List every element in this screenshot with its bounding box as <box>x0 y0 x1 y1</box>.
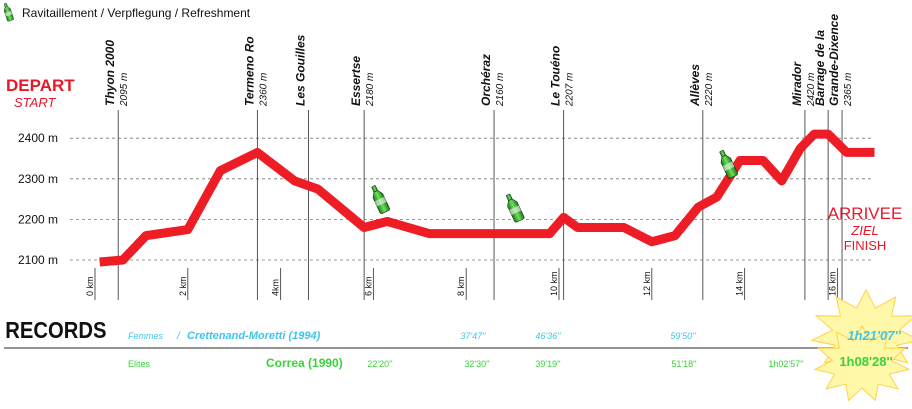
place-label: Les Gouilles <box>293 34 307 106</box>
depart-subtitle: START <box>14 95 56 110</box>
km-tick-label-wrap: 2 km <box>178 276 188 296</box>
km-tick-label: 10 km <box>549 271 559 296</box>
km-tick-label: 14 km <box>735 271 745 296</box>
women-final-time: 1h21'07'' <box>847 328 901 343</box>
women-split-2: 46'36'' <box>535 331 560 341</box>
place-name: Orchéraz <box>479 54 493 106</box>
place-name: Mirador <box>790 61 804 106</box>
place-name: Allèves <box>688 64 702 107</box>
y-tick-label: 2100 m <box>18 253 58 267</box>
elevation-series <box>100 134 875 262</box>
elites-final-time: 1h08'28'' <box>839 354 892 369</box>
arrivee-title: ARRIVEE <box>828 204 903 223</box>
elites-label: Elites <box>128 359 151 369</box>
km-tick-label-wrap: 0 km <box>85 276 95 296</box>
place-altitude: 2180 m <box>365 73 376 107</box>
women-separator: / <box>176 331 181 342</box>
km-tick-label-wrap: 8 km <box>456 276 466 296</box>
km-tick-label-wrap: 12 km <box>642 271 652 296</box>
place-name: Essertse <box>349 56 363 106</box>
km-tick-label: 4km <box>271 279 281 296</box>
y-axis: 2100 m 2200 m 2300 m 2400 m <box>18 131 58 267</box>
x-axis: 0 km 2 km 4km 6 km 8 km 10 km 12 km 14 km 16 km <box>85 268 837 300</box>
women-split-1: 37'47'' <box>460 331 485 341</box>
km-tick-label: 6 km <box>363 276 373 296</box>
legend-label: Ravitaillement / Verpflegung / Refreshme… <box>22 6 251 20</box>
elevation-line <box>100 134 875 262</box>
refreshment-bottle-icon <box>503 192 525 222</box>
km-tick-label-wrap: 10 km <box>549 271 559 296</box>
km-tick-label: 16 km <box>827 271 837 296</box>
bottle-icon <box>2 2 14 21</box>
place-name: Le Touéno <box>549 46 563 106</box>
place-altitude: 2220 m <box>704 73 715 107</box>
place-altitude: 2160 m <box>495 73 506 107</box>
km-tick-label-wrap: 16 km <box>827 271 837 296</box>
km-tick-label-wrap: 14 km <box>735 271 745 296</box>
elites-split-5: 1h02'57'' <box>768 359 803 369</box>
km-tick-label: 2 km <box>178 276 188 296</box>
elites-split-2: 32'30'' <box>464 359 489 369</box>
place-name: Les Gouilles <box>293 34 307 106</box>
y-tick-label: 2400 m <box>18 131 58 145</box>
km-tick-label: 0 km <box>85 276 95 296</box>
place-name: Barrage de la <box>813 30 827 106</box>
depart-title: DEPART <box>6 76 75 95</box>
km-tick-label-wrap: 6 km <box>363 276 373 296</box>
women-split-3: 59'50'' <box>670 331 695 341</box>
elites-split-1: 22'20'' <box>367 359 392 369</box>
refreshment-bottle-icon <box>369 184 391 214</box>
place-altitude: 2207 m <box>565 73 576 107</box>
women-label: Femmes <box>128 331 164 341</box>
arrivee-finish: FINISH <box>844 238 887 253</box>
women-holder: Crettenand-Moretti (1994) <box>187 330 321 342</box>
km-tick-label-wrap: 4km <box>271 279 281 296</box>
records-section: RECORDS Femmes / Crettenand-Moretti (199… <box>4 290 912 401</box>
place-name: Termeno Ro <box>242 36 256 106</box>
km-tick-label: 12 km <box>642 271 652 296</box>
place-altitude: 2095 m <box>119 73 130 107</box>
km-tick-label: 8 km <box>456 276 466 296</box>
elites-split-4: 51'18'' <box>671 359 696 369</box>
place-altitude: 2365 m <box>843 73 854 107</box>
legend: Ravitaillement / Verpflegung / Refreshme… <box>2 2 251 21</box>
records-title: RECORDS <box>5 317 106 344</box>
arrivee-ziel: ZIEL <box>850 223 878 238</box>
place-name: Thyon 2000 <box>103 40 117 106</box>
elites-split-3: 39'19'' <box>535 359 560 369</box>
place-name: Grande-Dixence <box>827 14 841 106</box>
y-tick-label: 2200 m <box>18 212 58 226</box>
place-label: Barrage de la <box>813 30 827 106</box>
place-altitude: 2360 m <box>258 73 269 107</box>
refreshment-markers <box>369 149 739 223</box>
y-tick-label: 2300 m <box>18 172 58 186</box>
elites-holder: Correa (1990) <box>266 356 343 370</box>
